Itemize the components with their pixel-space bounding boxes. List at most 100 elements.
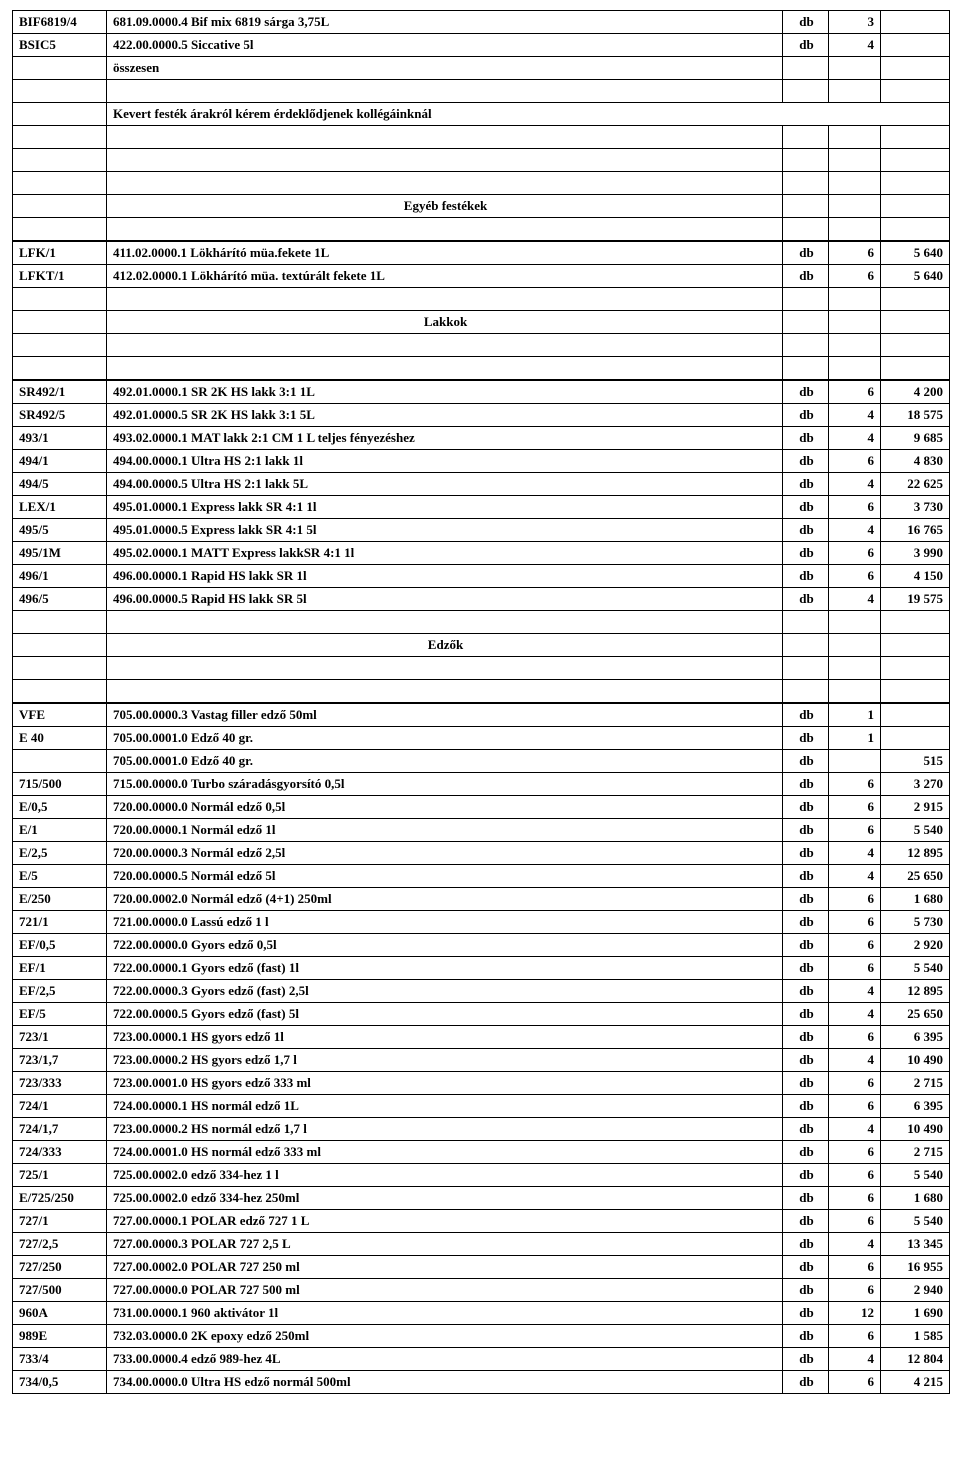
blank-row <box>12 357 950 380</box>
table-cell <box>783 80 829 102</box>
qty-cell: 4 <box>829 427 881 449</box>
table-row: 724/1724.00.0000.1 HS normál edző 1Ldb66… <box>12 1095 950 1118</box>
code-cell: 727/250 <box>13 1256 107 1278</box>
table-row: 723/1,7723.00.0000.2 HS gyors edző 1,7 l… <box>12 1049 950 1072</box>
table-cell <box>783 311 829 333</box>
table-row: E/725/250725.00.0002.0 edző 334-hez 250m… <box>12 1187 950 1210</box>
table-row: 723/333723.00.0001.0 HS gyors edző 333 m… <box>12 1072 950 1095</box>
code-cell: EF/0,5 <box>13 934 107 956</box>
code-cell: 727/1 <box>13 1210 107 1232</box>
code-cell: BIF6819/4 <box>13 11 107 33</box>
unit-cell: db <box>783 1279 829 1301</box>
qty-cell: 4 <box>829 473 881 495</box>
blank-row <box>12 657 950 680</box>
table-cell <box>107 80 783 102</box>
section-heading-lakkok: Lakkok <box>12 311 950 334</box>
table-cell <box>13 57 107 79</box>
qty-cell: 4 <box>829 865 881 887</box>
table-row: 724/333724.00.0001.0 HS normál edző 333 … <box>12 1141 950 1164</box>
table-cell <box>783 195 829 217</box>
table-row: 727/2,5727.00.0000.3 POLAR 727 2,5 Ldb41… <box>12 1233 950 1256</box>
table-cell <box>829 195 881 217</box>
qty-cell: 6 <box>829 565 881 587</box>
table-cell <box>881 149 949 171</box>
desc-cell: 721.00.0000.0 Lassú edző 1 l <box>107 911 783 933</box>
desc-cell: 727.00.0002.0 POLAR 727 250 ml <box>107 1256 783 1278</box>
desc-cell: 733.00.0000.4 edző 989-hez 4L <box>107 1348 783 1370</box>
desc-cell: 720.00.0002.0 Normál edző (4+1) 250ml <box>107 888 783 910</box>
osszesen-row: összesen <box>12 57 950 80</box>
table-row: 727/500727.00.0000.0 POLAR 727 500 mldb6… <box>12 1279 950 1302</box>
qty-cell: 6 <box>829 796 881 818</box>
table-cell <box>829 311 881 333</box>
desc-cell: 705.00.0001.0 Edző 40 gr. <box>107 750 783 772</box>
price-cell: 4 830 <box>881 450 949 472</box>
table-cell <box>881 680 949 702</box>
table-cell <box>829 680 881 702</box>
unit-cell: db <box>783 1049 829 1071</box>
table-cell <box>829 611 881 633</box>
unit-cell: db <box>783 242 829 264</box>
blank-row <box>12 288 950 311</box>
unit-cell: db <box>783 957 829 979</box>
desc-cell: 727.00.0000.3 POLAR 727 2,5 L <box>107 1233 783 1255</box>
table-cell <box>881 195 949 217</box>
desc-cell: 722.00.0000.0 Gyors edző 0,5l <box>107 934 783 956</box>
unit-cell: db <box>783 588 829 610</box>
unit-cell: db <box>783 1187 829 1209</box>
unit-cell: db <box>783 750 829 772</box>
desc-cell: 720.00.0000.3 Normál edző 2,5l <box>107 842 783 864</box>
table-cell <box>107 357 783 379</box>
section4-product-rows: VFE705.00.0000.3 Vastag filler edző 50ml… <box>12 703 948 1394</box>
qty-cell: 6 <box>829 957 881 979</box>
qty-cell: 6 <box>829 1072 881 1094</box>
desc-cell: 722.00.0000.5 Gyors edző (fast) 5l <box>107 1003 783 1025</box>
desc-cell: 495.01.0000.5 Express lakk SR 4:1 5l <box>107 519 783 541</box>
qty-cell: 6 <box>829 911 881 933</box>
table-row: 496/5496.00.0000.5 Rapid HS lakk SR 5ldb… <box>12 588 950 611</box>
table-cell <box>13 80 107 102</box>
price-list-page: BIF6819/4681.09.0000.4 Bif mix 6819 sárg… <box>0 0 960 1414</box>
price-cell: 12 895 <box>881 980 949 1002</box>
unit-cell: db <box>783 519 829 541</box>
unit-cell: db <box>783 819 829 841</box>
table-row: 723/1723.00.0000.1 HS gyors edző 1ldb66 … <box>12 1026 950 1049</box>
price-cell: 5 540 <box>881 1210 949 1232</box>
desc-cell: 731.00.0000.1 960 aktivátor 1l <box>107 1302 783 1324</box>
desc-cell: 422.00.0000.5 Siccative 5l <box>107 34 783 56</box>
price-cell: 2 915 <box>881 796 949 818</box>
unit-cell: db <box>783 404 829 426</box>
code-cell: 723/1 <box>13 1026 107 1048</box>
table-row: 724/1,7723.00.0000.2 HS normál edző 1,7 … <box>12 1118 950 1141</box>
table-cell <box>829 288 881 310</box>
table-cell <box>13 172 107 194</box>
unit-cell: db <box>783 1348 829 1370</box>
table-row: E/1720.00.0000.1 Normál edző 1ldb65 540 <box>12 819 950 842</box>
table-cell <box>13 357 107 379</box>
top-product-rows: BIF6819/4681.09.0000.4 Bif mix 6819 sárg… <box>12 10 948 57</box>
table-cell <box>13 657 107 679</box>
table-cell <box>829 172 881 194</box>
price-cell: 1 680 <box>881 1187 949 1209</box>
unit-cell: db <box>783 1256 829 1278</box>
desc-cell: 720.00.0000.0 Normál edző 0,5l <box>107 796 783 818</box>
price-cell: 2 715 <box>881 1072 949 1094</box>
unit-cell: db <box>783 727 829 749</box>
price-cell: 18 575 <box>881 404 949 426</box>
table-cell <box>829 149 881 171</box>
table-cell <box>783 149 829 171</box>
table-cell <box>783 657 829 679</box>
price-cell: 12 804 <box>881 1348 949 1370</box>
desc-cell: 492.01.0000.1 SR 2K HS lakk 3:1 1L <box>107 381 783 403</box>
code-cell: E/725/250 <box>13 1187 107 1209</box>
blank-row <box>12 126 950 149</box>
unit-cell: db <box>783 1302 829 1324</box>
table-cell <box>107 680 783 702</box>
price-cell: 9 685 <box>881 427 949 449</box>
price-cell: 25 650 <box>881 1003 949 1025</box>
table-row: LFK/1411.02.0000.1 Lökhárító müa.fekete … <box>12 241 950 265</box>
price-cell: 4 200 <box>881 381 949 403</box>
qty-cell: 4 <box>829 588 881 610</box>
table-row: LEX/1495.01.0000.1 Express lakk SR 4:1 1… <box>12 496 950 519</box>
unit-cell: db <box>783 934 829 956</box>
